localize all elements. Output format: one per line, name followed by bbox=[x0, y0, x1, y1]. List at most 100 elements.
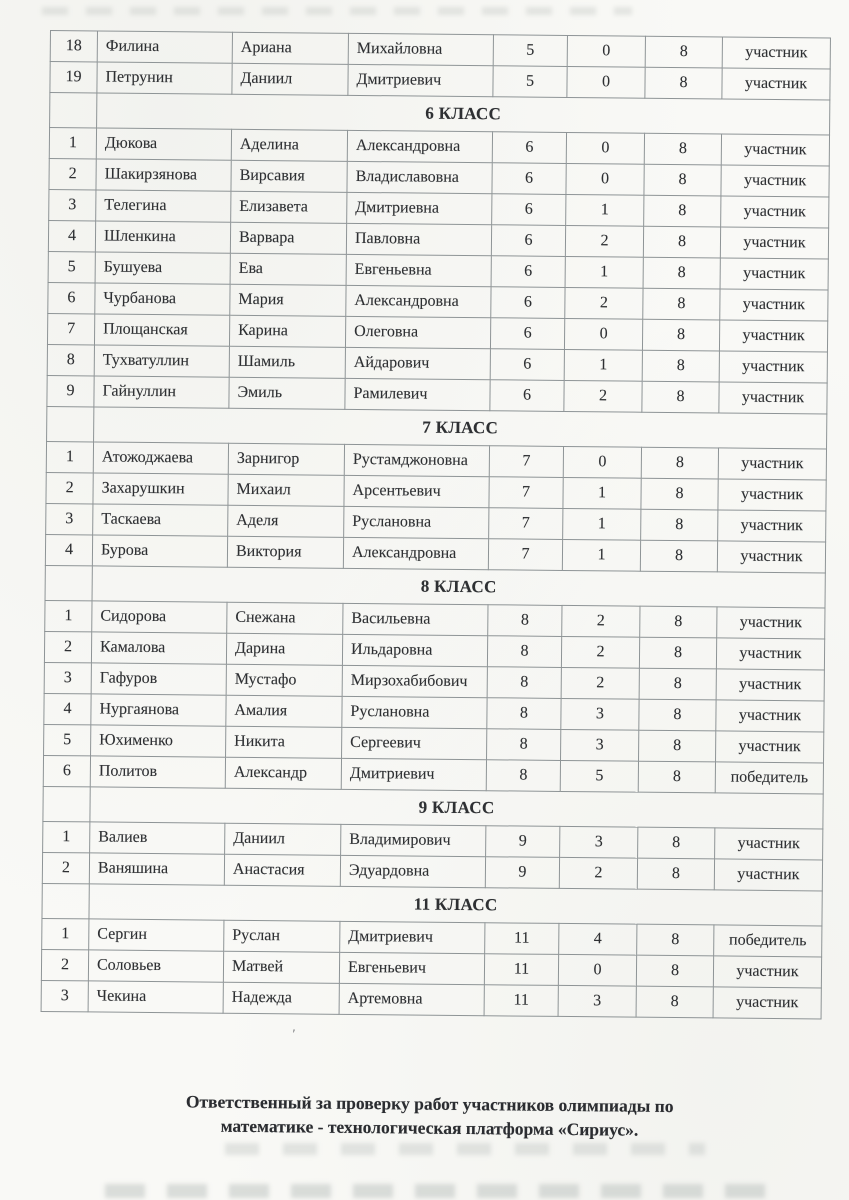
status-cell: участник bbox=[719, 350, 828, 383]
first-name-cell: Даниил bbox=[224, 823, 341, 856]
row-number: 3 bbox=[48, 189, 96, 221]
status-cell: участник bbox=[714, 827, 823, 860]
score-cell: 5 bbox=[560, 760, 639, 793]
score-cell: 0 bbox=[566, 132, 645, 165]
row-number: 7 bbox=[47, 313, 95, 345]
first-name-cell: Шамиль bbox=[229, 346, 346, 379]
max-score-cell: 8 bbox=[643, 257, 721, 289]
row-number: 9 bbox=[46, 375, 95, 407]
grade-cell: 11 bbox=[484, 953, 559, 986]
grade-cell: 11 bbox=[484, 984, 559, 1017]
first-name-cell: Ева bbox=[230, 253, 347, 286]
max-score-cell: 8 bbox=[641, 381, 720, 413]
status-cell: участник bbox=[717, 478, 827, 511]
row-number: 5 bbox=[48, 251, 96, 283]
first-name-cell: Мария bbox=[229, 284, 347, 317]
section-header-empty-cell bbox=[45, 565, 93, 601]
row-number: 5 bbox=[43, 724, 91, 756]
max-score-cell: 8 bbox=[639, 606, 717, 638]
first-name-cell: Мустафо bbox=[226, 664, 343, 697]
patronymic-cell: Владимирович bbox=[340, 824, 486, 857]
row-number: 4 bbox=[43, 693, 92, 725]
status-cell: победитель bbox=[715, 761, 824, 794]
row-number: 19 bbox=[49, 61, 98, 93]
last-name-cell: Ваняшина bbox=[89, 852, 225, 886]
row-number: 1 bbox=[44, 600, 93, 632]
score-cell: 0 bbox=[567, 35, 646, 68]
last-name-cell: Захарушкин bbox=[92, 472, 229, 506]
grade-cell: 7 bbox=[488, 538, 563, 571]
scan-bleedthrough-band-2 bbox=[105, 1184, 765, 1198]
patronymic-cell: Сергеевич bbox=[341, 727, 487, 760]
max-score-cell: 8 bbox=[643, 226, 721, 258]
max-score-cell: 8 bbox=[636, 986, 714, 1018]
patronymic-cell: Александровна bbox=[343, 537, 489, 570]
first-name-cell: Александр bbox=[225, 757, 342, 790]
status-cell: участник bbox=[721, 67, 831, 100]
max-score-cell: 8 bbox=[644, 133, 722, 165]
score-cell: 1 bbox=[565, 194, 644, 227]
first-name-cell: Виктория bbox=[227, 536, 344, 569]
max-score-cell: 8 bbox=[640, 509, 718, 541]
score-cell: 2 bbox=[563, 380, 643, 413]
grade-cell: 6 bbox=[491, 255, 566, 288]
status-cell: победитель bbox=[713, 924, 822, 957]
max-score-cell: 8 bbox=[638, 761, 716, 793]
grade-cell: 5 bbox=[492, 65, 568, 98]
score-cell: 2 bbox=[561, 667, 640, 700]
patronymic-cell: Васильевна bbox=[342, 603, 489, 636]
row-number: 3 bbox=[45, 503, 93, 535]
max-score-cell: 8 bbox=[642, 288, 721, 320]
status-cell: участник bbox=[716, 606, 825, 639]
first-name-cell: Дарина bbox=[226, 633, 343, 666]
last-name-cell: Чекина bbox=[88, 980, 224, 1014]
patronymic-cell: Рустамджоновна bbox=[344, 444, 490, 477]
patronymic-cell: Дмитриевич bbox=[339, 921, 485, 954]
first-name-cell: Елизавета bbox=[230, 191, 347, 224]
row-number: 2 bbox=[48, 158, 97, 190]
grade-cell: 6 bbox=[490, 317, 565, 350]
grade-cell: 6 bbox=[491, 162, 567, 195]
section-header-empty-cell bbox=[49, 92, 97, 128]
score-cell: 0 bbox=[563, 446, 642, 479]
last-name-cell: Сидорова bbox=[91, 600, 228, 634]
row-number: 18 bbox=[50, 30, 98, 62]
score-cell: 0 bbox=[564, 318, 643, 351]
max-score-cell: 8 bbox=[642, 350, 720, 382]
status-cell: участник bbox=[721, 133, 830, 166]
section-header-empty-cell bbox=[42, 786, 91, 822]
grade-cell: 8 bbox=[487, 604, 562, 637]
scan-smudge-top bbox=[42, 7, 632, 15]
grade-cell: 6 bbox=[490, 286, 566, 319]
first-name-cell: Даниил bbox=[231, 63, 349, 96]
last-name-cell: Политов bbox=[90, 755, 226, 789]
row-number: 3 bbox=[44, 662, 92, 694]
max-score-cell: 8 bbox=[636, 955, 714, 987]
status-cell: участник bbox=[718, 381, 828, 414]
patronymic-cell: Артемовна bbox=[339, 983, 485, 1016]
last-name-cell: Петрунин bbox=[96, 61, 233, 95]
last-name-cell: Камалова bbox=[91, 631, 227, 665]
last-name-cell: Площанская bbox=[94, 313, 230, 347]
score-cell: 2 bbox=[564, 287, 644, 320]
row-number: 2 bbox=[44, 631, 92, 663]
status-cell: участник bbox=[716, 637, 825, 670]
last-name-cell: Бушуева bbox=[95, 251, 231, 285]
score-cell: 3 bbox=[560, 698, 640, 731]
max-score-cell: 8 bbox=[638, 699, 717, 731]
footer-note: Ответственный за проверку работ участник… bbox=[39, 1088, 819, 1143]
last-name-cell: Телегина bbox=[95, 189, 231, 223]
score-cell: 1 bbox=[564, 349, 643, 382]
grade-cell: 7 bbox=[488, 507, 563, 540]
patronymic-cell: Айдарович bbox=[345, 347, 491, 380]
max-score-cell: 8 bbox=[638, 730, 716, 762]
first-name-cell: Ариана bbox=[232, 32, 349, 65]
scan-bleedthrough-band-1 bbox=[225, 1143, 705, 1155]
grade-cell: 8 bbox=[486, 697, 562, 730]
max-score-cell: 8 bbox=[642, 319, 720, 351]
grade-cell: 8 bbox=[486, 759, 561, 792]
max-score-cell: 8 bbox=[643, 195, 721, 227]
max-score-cell: 8 bbox=[637, 827, 715, 859]
score-cell: 0 bbox=[565, 163, 645, 196]
